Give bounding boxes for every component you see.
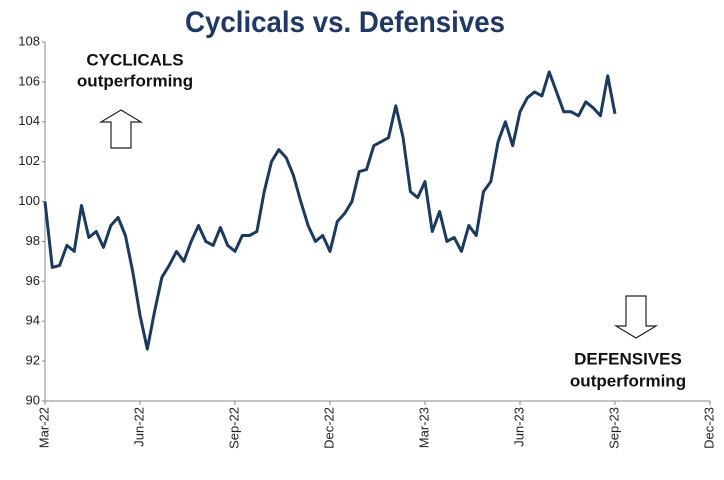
y-tick-label: 92 [26,353,40,368]
line-series [43,70,617,351]
x-tick-label: Dec-22 [321,407,336,449]
x-tick-label: Jun-22 [131,407,146,447]
y-tick-label: 90 [26,392,40,407]
y-tick-label: 108 [18,33,40,48]
x-tick-label: Dec-23 [701,407,716,449]
y-tick-label: 106 [18,73,40,88]
y-tick-label: 96 [26,273,40,288]
x-tick-label: Sep-22 [226,407,241,449]
annotation: outperforming [570,371,686,390]
x-tick-label: Mar-23 [416,407,431,448]
annotation: outperforming [77,71,193,90]
up-arrow [98,109,144,149]
y-tick-label: 98 [26,233,40,248]
annotation: CYCLICALS [86,50,183,69]
y-tick-label: 94 [26,313,40,328]
y-tick-label: 104 [18,113,40,128]
x-tick-label: Jun-23 [511,407,526,447]
x-tick-label: Mar-22 [36,407,51,448]
y-tick-label: 100 [18,193,40,208]
down-arrow [613,295,659,339]
annotation: DEFENSIVES [574,349,682,368]
x-tick-label: Sep-23 [606,407,621,449]
chart-title: Cyclicals vs. Defensives [185,6,505,39]
y-tick-label: 102 [18,153,40,168]
